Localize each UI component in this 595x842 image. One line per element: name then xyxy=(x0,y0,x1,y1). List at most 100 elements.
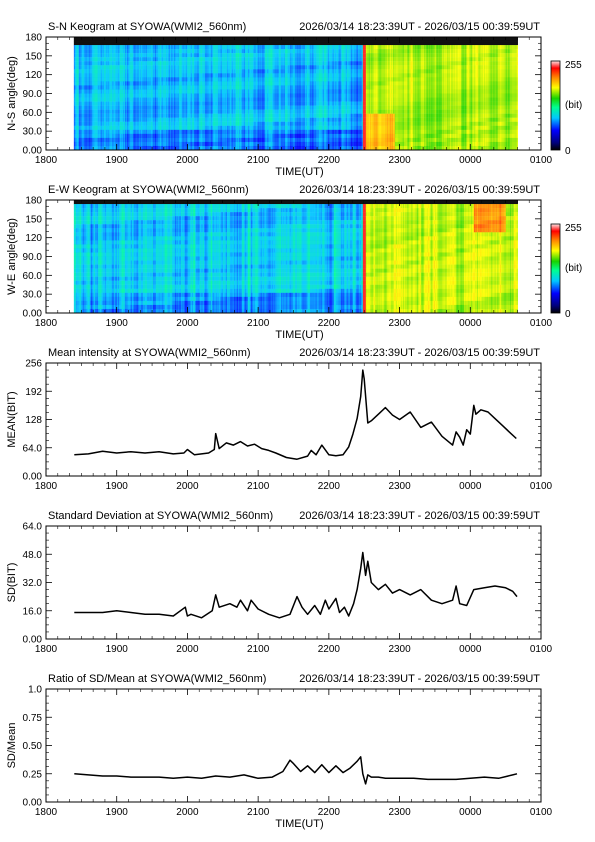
keogram-cell xyxy=(161,93,163,98)
keogram-cell xyxy=(152,69,154,74)
keogram-cell xyxy=(147,85,149,90)
keogram-cell xyxy=(241,93,243,98)
keogram-cell xyxy=(110,129,112,135)
keogram-cell xyxy=(75,37,77,42)
keogram-cell xyxy=(213,69,215,74)
keogram-cell xyxy=(186,121,188,126)
keogram-cell xyxy=(75,129,77,135)
keogram-cell xyxy=(152,65,154,70)
keogram-cell xyxy=(81,113,83,118)
keogram-cell xyxy=(83,93,85,98)
keogram-cell xyxy=(160,129,162,135)
keogram-cell xyxy=(124,77,126,82)
keogram-cell xyxy=(231,121,233,126)
keogram-cell xyxy=(169,65,171,70)
keogram-cell xyxy=(208,77,210,82)
keogram-cell xyxy=(229,81,231,86)
keogram-cell xyxy=(155,77,157,82)
keogram-cell xyxy=(145,53,147,58)
keogram-cell xyxy=(104,89,106,94)
keogram-cell xyxy=(117,45,119,50)
keogram-cell xyxy=(234,69,236,74)
keogram-cell xyxy=(210,77,212,82)
keogram-cell xyxy=(91,81,93,86)
keogram-cell xyxy=(171,105,173,110)
keogram-cell xyxy=(176,117,178,122)
keogram-cell xyxy=(233,93,235,98)
keogram-cell xyxy=(115,101,117,106)
keogram-cell xyxy=(84,97,86,102)
keogram-cell xyxy=(184,37,186,42)
keogram-cell xyxy=(184,61,186,66)
keogram-cell xyxy=(225,125,227,130)
keogram-cell xyxy=(139,109,141,114)
keogram-cell xyxy=(113,133,115,139)
keogram-cell xyxy=(220,69,222,74)
keogram-cell xyxy=(184,141,186,147)
keogram-cell xyxy=(147,89,149,94)
keogram-cell xyxy=(84,121,86,126)
keogram-cell xyxy=(109,89,111,94)
keogram-cell xyxy=(203,89,205,94)
keogram-cell xyxy=(132,49,134,54)
keogram-cell xyxy=(93,137,95,143)
keogram-cell xyxy=(78,97,80,102)
keogram-cell xyxy=(99,65,101,70)
keogram-cell xyxy=(149,101,151,106)
keogram-cell xyxy=(127,125,129,130)
keogram-cell xyxy=(165,93,167,98)
keogram-cell xyxy=(114,57,116,62)
keogram-cell xyxy=(239,109,241,114)
keogram-cell xyxy=(119,49,121,54)
keogram-cell xyxy=(82,49,84,54)
keogram-cell xyxy=(161,125,163,130)
keogram-cell xyxy=(154,117,156,122)
keogram-cell xyxy=(134,41,136,46)
keogram-cell xyxy=(246,101,248,106)
keogram-cell xyxy=(80,105,82,110)
keogram-cell xyxy=(176,137,178,143)
keogram-cell xyxy=(231,117,233,122)
keogram-cell xyxy=(243,45,245,50)
keogram-cell xyxy=(85,121,87,126)
keogram-cell xyxy=(112,125,114,130)
keogram-cell xyxy=(129,93,131,98)
keogram-cell xyxy=(215,129,217,135)
keogram-cell xyxy=(187,53,189,58)
keogram-cell xyxy=(244,109,246,114)
keogram-cell xyxy=(85,77,87,82)
keogram-cell xyxy=(127,53,129,58)
keogram-cell xyxy=(150,121,152,126)
keogram-cell xyxy=(164,65,166,70)
keogram-cell xyxy=(192,105,194,110)
keogram-cell xyxy=(137,97,139,102)
keogram-cell xyxy=(203,137,205,143)
keogram-cell xyxy=(110,117,112,122)
keogram-cell xyxy=(151,97,153,102)
keogram-cell xyxy=(177,85,179,90)
keogram-cell xyxy=(196,117,198,122)
keogram-cell xyxy=(161,145,163,151)
keogram-cell xyxy=(221,49,223,54)
keogram-cell xyxy=(188,125,190,130)
keogram-cell xyxy=(249,49,251,54)
keogram-cell xyxy=(136,109,138,114)
keogram-cell xyxy=(190,81,192,86)
keogram-cell xyxy=(162,89,164,94)
keogram-cell xyxy=(209,77,211,82)
keogram-cell xyxy=(81,121,83,126)
keogram-cell xyxy=(127,105,129,110)
keogram-cell xyxy=(118,53,120,58)
keogram-cell xyxy=(212,97,214,102)
keogram-cell xyxy=(180,101,182,106)
keogram-cell xyxy=(134,85,136,90)
keogram-cell xyxy=(73,137,75,143)
keogram-cell xyxy=(114,117,116,122)
keogram-cell xyxy=(221,97,223,102)
keogram-cell xyxy=(101,93,103,98)
keogram-cell xyxy=(218,41,220,46)
keogram-cell xyxy=(214,101,216,106)
keogram-cell xyxy=(222,97,224,102)
keogram-cell xyxy=(93,133,95,139)
keogram-cell xyxy=(233,69,235,74)
